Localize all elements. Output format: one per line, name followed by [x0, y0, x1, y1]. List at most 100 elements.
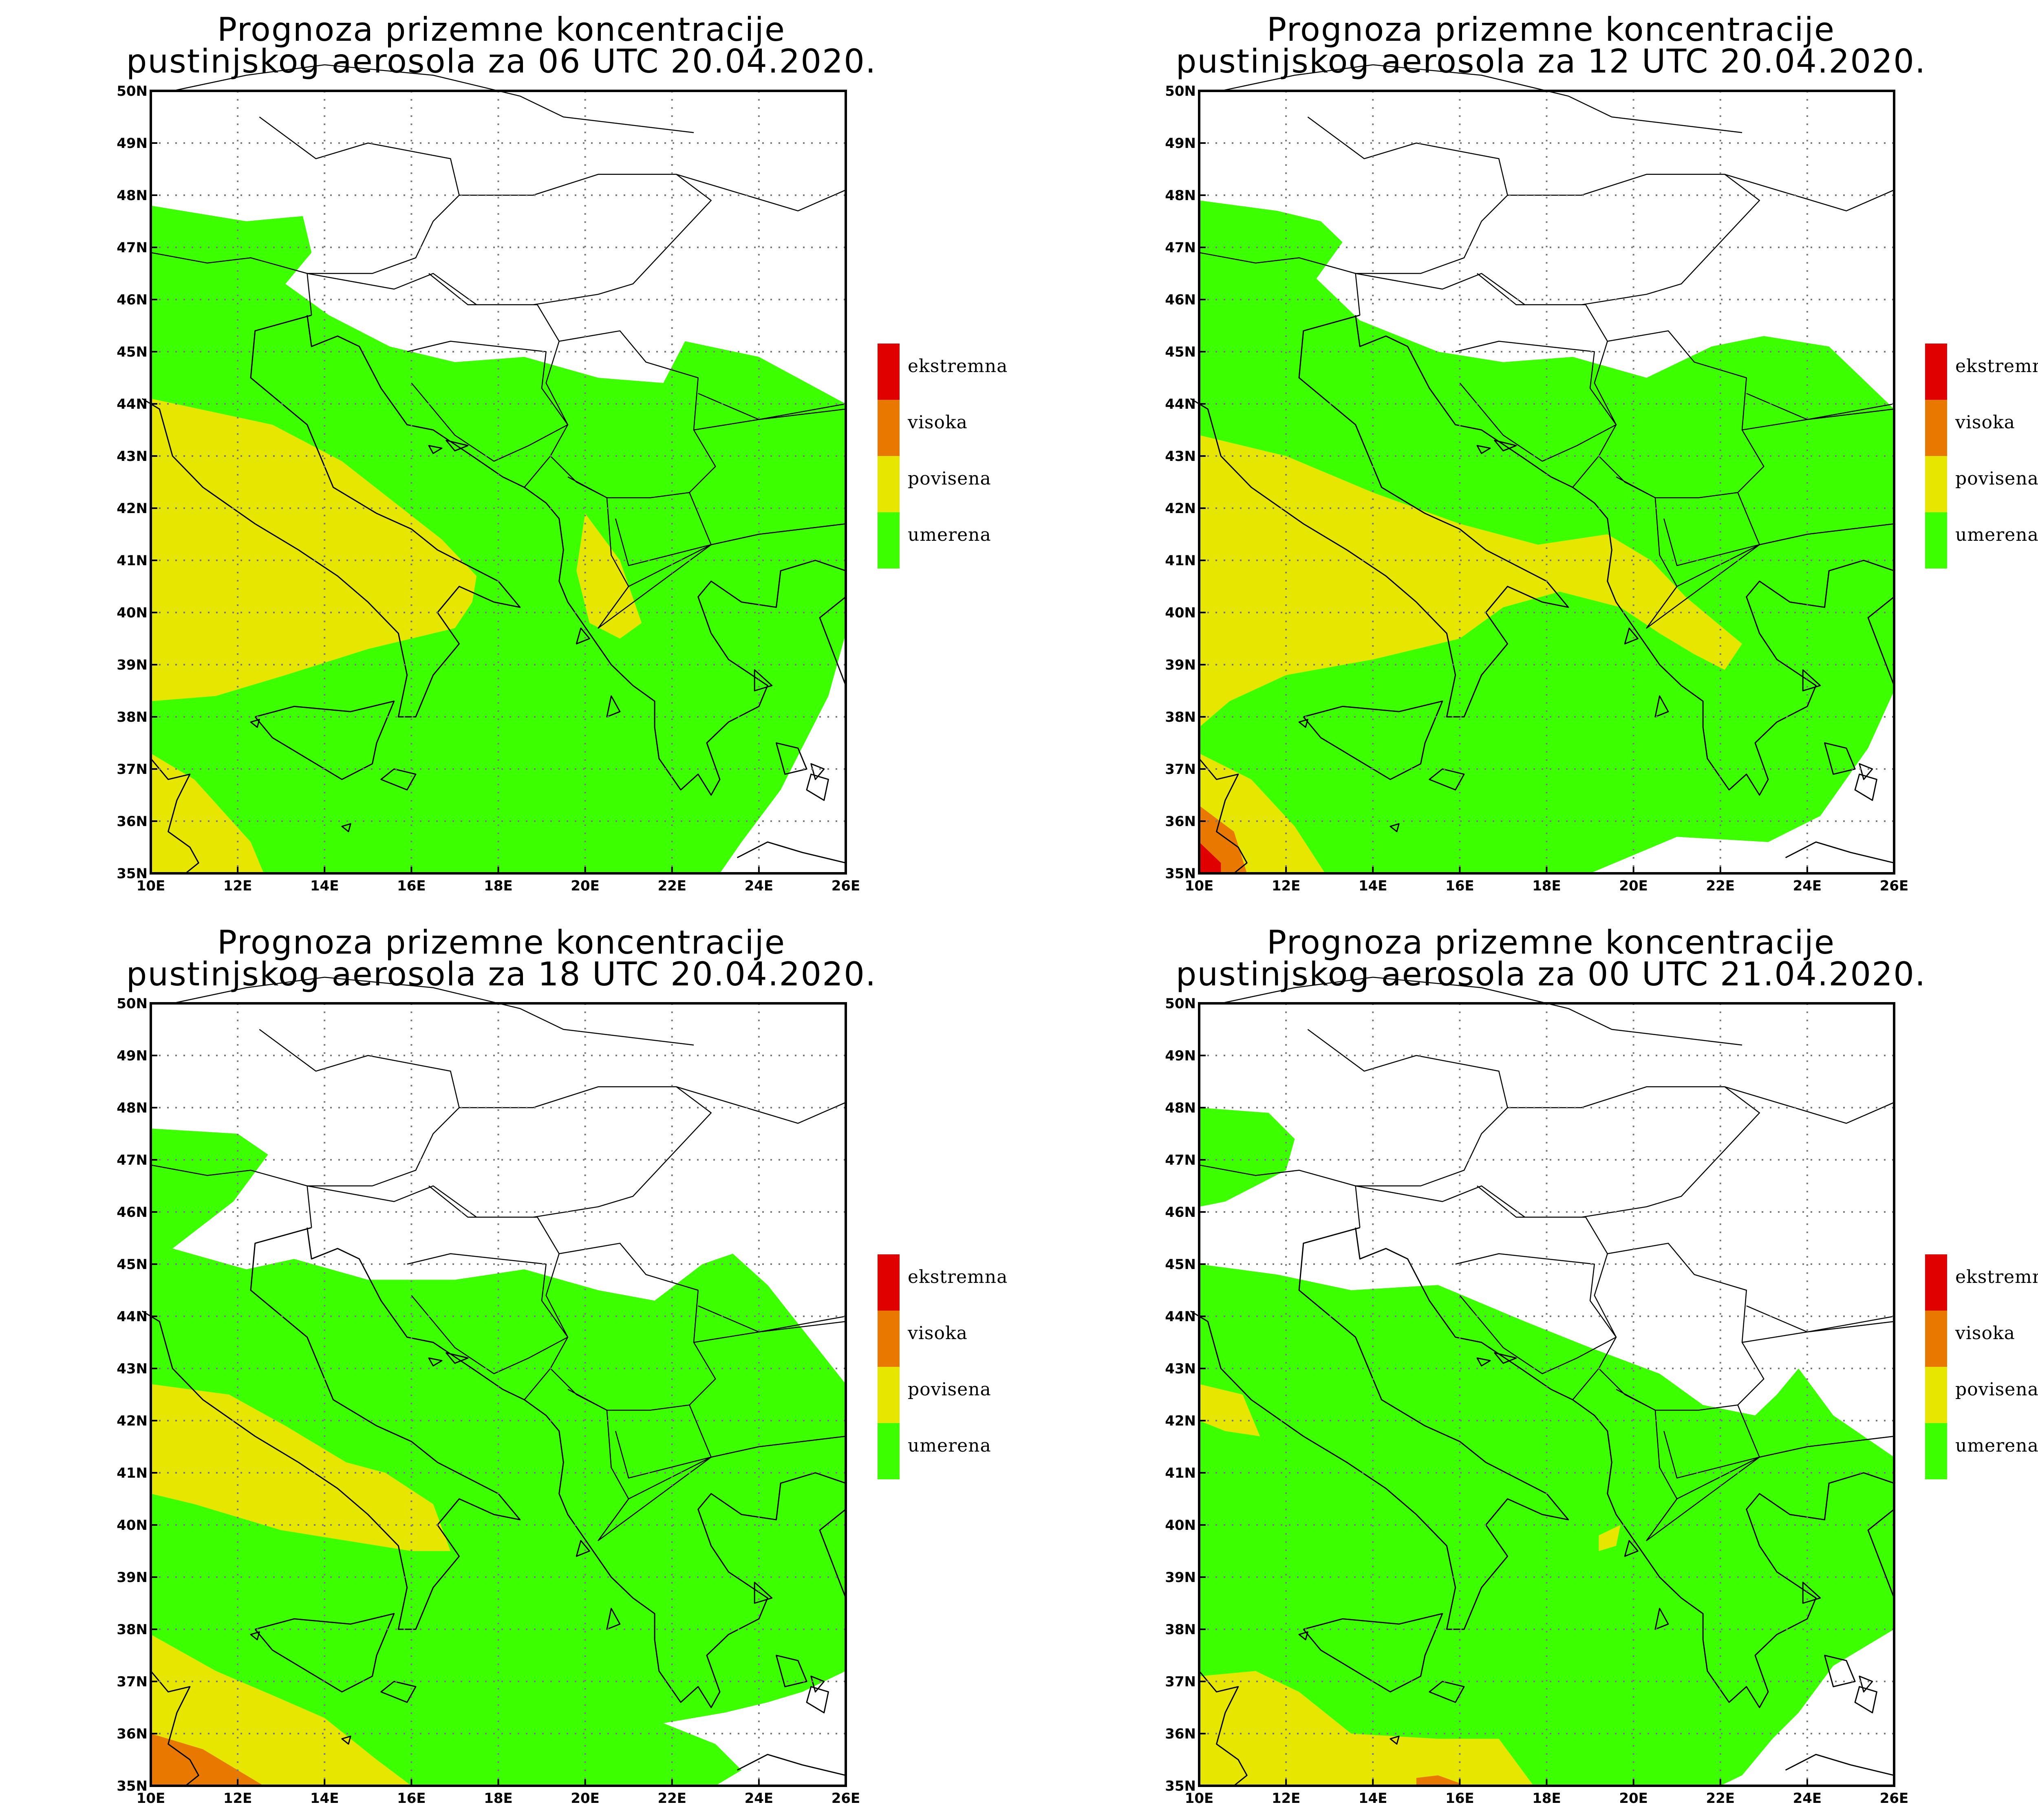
- x-tick-label: 26E: [1880, 1790, 1909, 1807]
- y-tick-label: 50N: [1165, 996, 1196, 1012]
- y-tick-label: 42N: [1165, 1413, 1196, 1429]
- coastline-sicily: [1303, 701, 1443, 780]
- panel-title-line2: pustinjskog aerosola za 00 UTC 21.04.202…: [1176, 955, 1926, 993]
- border-slovenia-croatia: [307, 1185, 569, 1400]
- x-tick-label: 26E: [832, 1790, 860, 1807]
- x-tick-label: 20E: [1619, 878, 1648, 894]
- legend-swatch-visoka: [878, 1311, 900, 1367]
- x-tick-label: 16E: [1445, 878, 1474, 894]
- y-tick-label: 40N: [1165, 1517, 1196, 1534]
- coastline-tunisia-coast: [150, 1670, 199, 1787]
- y-tick-label: 49N: [117, 1048, 148, 1064]
- y-tick-label: 42N: [117, 500, 148, 517]
- y-tick-label: 44N: [117, 1309, 148, 1325]
- y-tick-label: 49N: [1165, 135, 1196, 152]
- y-tick-label: 41N: [1165, 1465, 1196, 1481]
- coastline-italy-coast: [141, 1227, 521, 1630]
- coastline-tunisia-coast: [150, 758, 199, 874]
- coastline-balkan-coast: [307, 1227, 846, 1708]
- zone-povisena: [1199, 1384, 1260, 1437]
- y-tick-label: 49N: [117, 135, 148, 152]
- island-outline: [341, 1735, 351, 1745]
- legend-swatch-ekstremna: [1925, 1254, 1947, 1311]
- y-tick-label: 35N: [1165, 1778, 1196, 1794]
- legend-label-povisena: povisena: [1955, 1379, 2038, 1400]
- y-tick-label: 44N: [1165, 1309, 1196, 1325]
- border-greece-north: [598, 1436, 846, 1541]
- y-tick-label: 35N: [117, 866, 148, 882]
- border-greece-north: [598, 523, 846, 629]
- x-tick-label: 18E: [1532, 878, 1561, 894]
- coastline-crete: [1785, 841, 1895, 864]
- y-tick-label: 39N: [117, 657, 148, 673]
- legend-swatch-ekstremna: [878, 1254, 900, 1311]
- island-outline: [446, 440, 469, 452]
- border-czech-slovakia: [172, 64, 694, 133]
- island-outline: [1429, 768, 1465, 791]
- zone-povisena: [151, 399, 477, 701]
- island-outline: [1859, 763, 1873, 780]
- legend-swatch-povisena: [1925, 456, 1947, 512]
- island-outline: [1390, 823, 1400, 833]
- panel-00utc: Prognoza prizemne koncentracije pustinjs…: [1165, 923, 2038, 1807]
- island-outline: [576, 627, 590, 645]
- border-czech-slovakia: [172, 976, 694, 1046]
- island-outline: [1654, 1608, 1669, 1630]
- map-18utc[interactable]: 10E 12E 14E 16E 18E 20E 22E 24E 26E 35N 36N 37N 38N 3…: [117, 976, 860, 1807]
- y-tick-label: 46N: [1165, 1204, 1196, 1221]
- legend-label-ekstremna: ekstremna: [908, 356, 1008, 377]
- island-outline: [1429, 1681, 1465, 1703]
- legend-label-umerena: umerena: [908, 524, 991, 545]
- y-tick-label: 39N: [1165, 1569, 1196, 1586]
- map-12utc[interactable]: 10E 12E 14E 16E 18E 20E 22E 24E 26E 35N 36N 37N 38N 3…: [1165, 64, 1908, 894]
- y-tick-label: 45N: [117, 344, 148, 360]
- x-tick-label: 10E: [1185, 878, 1214, 894]
- island-outline: [1298, 718, 1308, 728]
- y-tick-label: 35N: [1165, 866, 1196, 882]
- y-tick-label: 43N: [117, 1361, 148, 1377]
- x-tick-label: 18E: [1532, 1790, 1561, 1807]
- x-tick-label: 12E: [1272, 878, 1301, 894]
- island-outline: [754, 669, 773, 692]
- island-outline: [806, 1686, 829, 1714]
- coastline-italy-coast: [1190, 1227, 1569, 1630]
- border-czech-slovakia: [1221, 64, 1742, 133]
- legend-00utc: ekstremna visoka povisena umerena: [1925, 1254, 2038, 1479]
- y-tick-label: 36N: [1165, 813, 1196, 830]
- y-tick-label: 38N: [117, 709, 148, 725]
- x-tick-label: 10E: [1185, 1790, 1214, 1807]
- legend-swatch-visoka: [1925, 400, 1947, 456]
- x-tick-label: 14E: [1359, 878, 1387, 894]
- island-outline: [341, 823, 351, 833]
- legend-swatch-umerena: [878, 1423, 900, 1479]
- zone-visoka: [1416, 1775, 1460, 1786]
- x-tick-label: 24E: [745, 1790, 774, 1807]
- x-tick-label: 22E: [657, 1790, 686, 1807]
- island-outline: [1298, 1631, 1308, 1641]
- y-tick-label: 46N: [117, 292, 148, 308]
- x-tick-label: 16E: [397, 878, 426, 894]
- legend-label-povisena: povisena: [908, 468, 991, 489]
- y-tick-label: 46N: [117, 1204, 148, 1221]
- x-tick-label: 16E: [1445, 1790, 1474, 1807]
- x-tick-label: 24E: [1793, 1790, 1822, 1807]
- y-tick-label: 47N: [117, 1152, 148, 1168]
- legend-swatch-umerena: [1925, 1423, 1947, 1479]
- legend-label-ekstremna: ekstremna: [1955, 356, 2038, 377]
- border-bosnia: [407, 1253, 569, 1375]
- x-tick-label: 16E: [397, 1790, 426, 1807]
- legend-swatch-povisena: [1925, 1367, 1947, 1423]
- y-tick-label: 47N: [117, 240, 148, 256]
- x-tick-label: 12E: [1272, 1790, 1301, 1807]
- y-tick-label: 43N: [1165, 1361, 1196, 1377]
- x-tick-label: 12E: [223, 878, 252, 894]
- y-tick-label: 46N: [1165, 292, 1196, 308]
- island-outline: [810, 763, 825, 780]
- map-06utc[interactable]: 10E 12E 14E 16E 18E 20E 22E 24E 26E 35N 36N 37N 38N 3…: [117, 64, 860, 894]
- legend-swatch-ekstremna: [1925, 344, 1947, 400]
- panel-title-line2: pustinjskog aerosola za 06 UTC 20.04.202…: [126, 42, 877, 80]
- map-00utc[interactable]: 10E 12E 14E 16E 18E 20E 22E 24E 26E 35N 36N 37N 38N 3…: [1165, 976, 1909, 1807]
- y-tick-label: 40N: [117, 605, 148, 621]
- y-tick-label: 40N: [1165, 605, 1196, 621]
